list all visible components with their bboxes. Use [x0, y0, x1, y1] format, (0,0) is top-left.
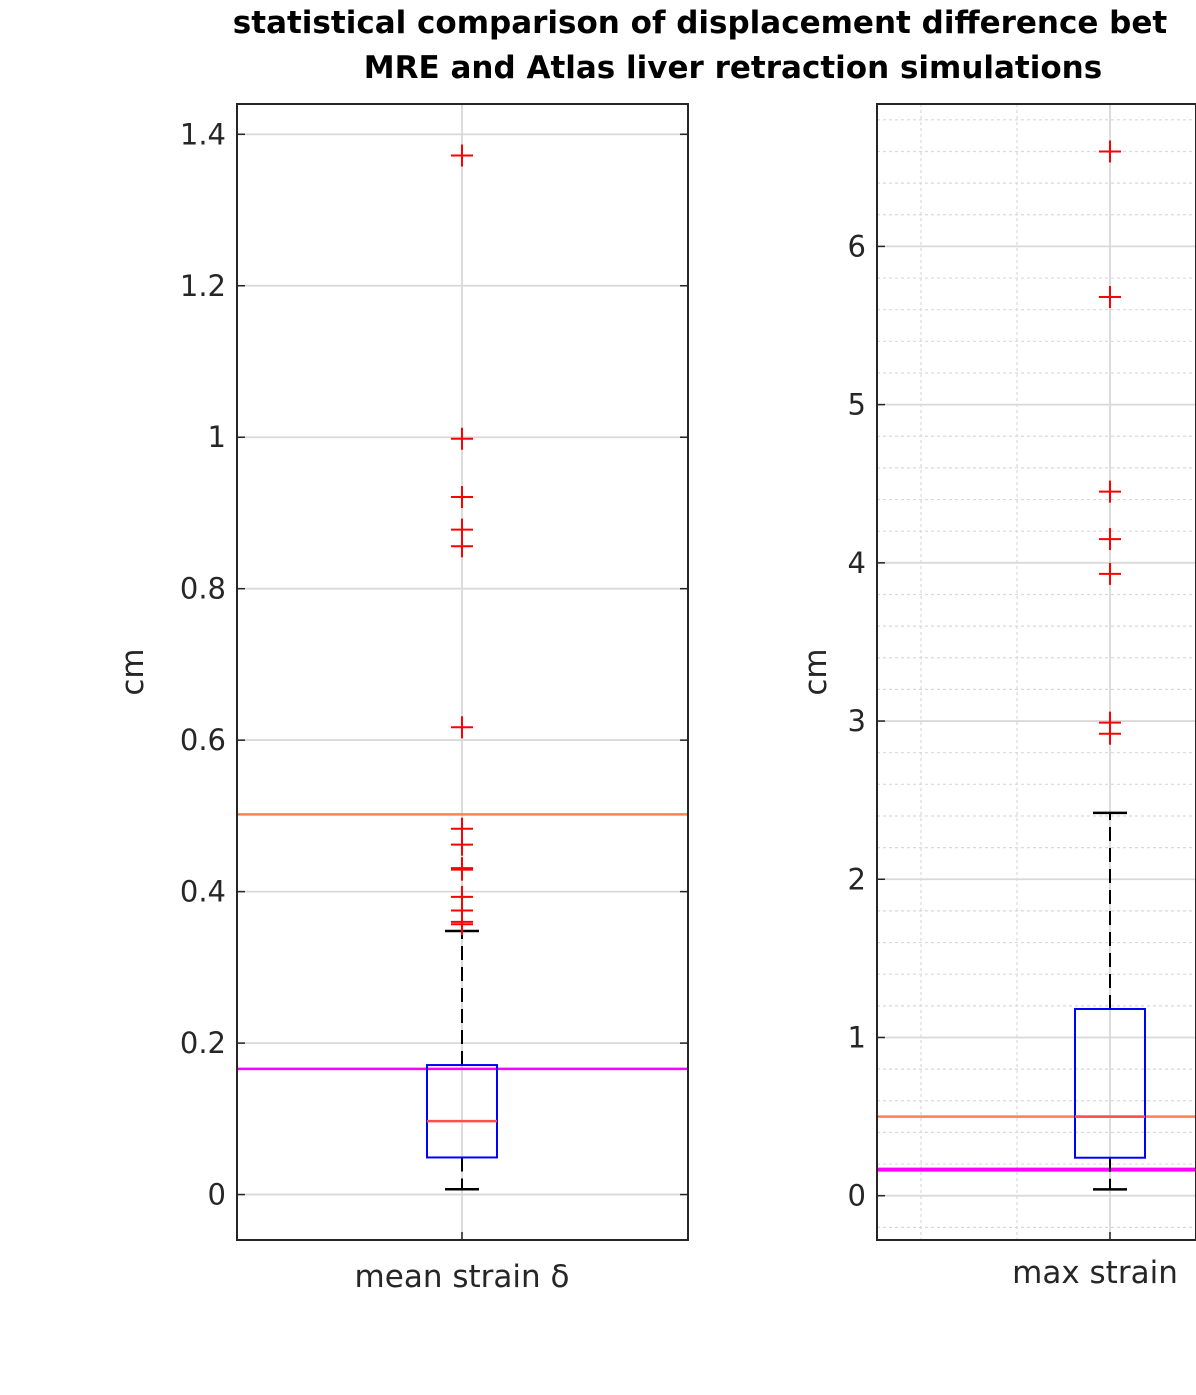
y-tick-label: 3 — [848, 704, 866, 738]
x-axis-label: max strain — [1012, 1255, 1178, 1291]
figure-title-line-1: statistical comparison of displacement d… — [233, 5, 1168, 41]
y-tick-label: 0.6 — [180, 723, 226, 757]
boxplot-mean-strain: 0 0.2 0.4 0.6 0.8 1 1.2 1.4 cm mean strain δ — [115, 103, 689, 1295]
y-tick-label: 1 — [208, 420, 226, 454]
iqr-box — [426, 1064, 498, 1159]
y-tick-label: 1 — [848, 1020, 866, 1054]
y-tick-label: 1.4 — [180, 117, 226, 151]
y-tick-label: 0 — [848, 1179, 866, 1213]
axes-frame — [876, 103, 1196, 1241]
x-axis-label: mean strain δ — [355, 1259, 570, 1295]
iqr-box — [1074, 1008, 1146, 1159]
y-tick-label: 2 — [848, 862, 866, 896]
y-axis-label: cm — [798, 648, 834, 695]
axes-frame — [236, 103, 689, 1241]
boxplot-max-strain: 0 1 2 3 4 5 6 cm max strain — [798, 103, 1196, 1291]
y-tick-label: 1.2 — [180, 269, 226, 303]
figure-title-line-2: MRE and Atlas liver retraction simulatio… — [364, 50, 1102, 86]
y-tick-label: 0.8 — [180, 572, 226, 606]
y-tick-label: 5 — [848, 388, 866, 422]
y-tick-label: 4 — [848, 546, 866, 580]
y-axis-label: cm — [115, 648, 151, 695]
y-tick-label: 0 — [208, 1178, 226, 1212]
y-tick-label: 0.4 — [180, 875, 226, 909]
y-tick-label: 6 — [848, 229, 866, 263]
y-tick-label: 0.2 — [180, 1026, 226, 1060]
